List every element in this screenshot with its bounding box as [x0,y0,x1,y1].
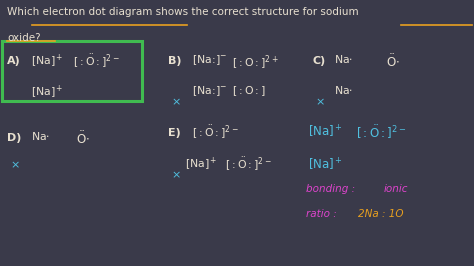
Text: $[\mathrm{Na}]^+$: $[\mathrm{Na}]^+$ [185,156,217,173]
Text: $\times$: $\times$ [315,97,325,107]
Text: $[\mathrm{Na}]^+$: $[\mathrm{Na}]^+$ [31,84,63,101]
Text: D): D) [7,133,21,143]
Text: $[\mathrm{Na\!:\!}]^{-}$: $[\mathrm{Na\!:\!}]^{-}$ [192,53,228,67]
Text: $[\mathrm{Na}]^+$: $[\mathrm{Na}]^+$ [308,157,343,173]
Text: C): C) [313,56,326,66]
Text: B): B) [168,56,182,66]
Text: $[\mathrm{Na}]^+$: $[\mathrm{Na}]^+$ [31,53,63,70]
Text: Na$\cdot$: Na$\cdot$ [334,84,353,96]
Text: ionic: ionic [384,184,409,194]
Text: $[\mathrm{Na\!:\!}]^{-}$: $[\mathrm{Na\!:\!}]^{-}$ [192,84,228,98]
Text: E): E) [168,128,181,138]
Text: $[:\ddot{\mathrm{O}}:]^{2-}$: $[:\ddot{\mathrm{O}}:]^{2-}$ [192,124,239,141]
Text: $\ddot{\mathrm{O}}\!\cdot$: $\ddot{\mathrm{O}}\!\cdot$ [76,130,90,147]
Text: Na$\cdot$: Na$\cdot$ [31,130,50,142]
Text: $\times$: $\times$ [171,97,181,107]
Text: oxide?: oxide? [7,33,41,43]
Text: $[:\mathrm{O}:]$: $[:\mathrm{O}:]$ [232,84,266,98]
Text: $[:\ddot{\mathrm{O}}:]^{2-}$: $[:\ddot{\mathrm{O}}:]^{2-}$ [356,124,406,141]
Text: A): A) [7,56,21,66]
Text: $[:\mathrm{O}:]^{2+}$: $[:\mathrm{O}:]^{2+}$ [232,53,279,72]
Text: $[:\ddot{\mathrm{O}}:]^{2-}$: $[:\ddot{\mathrm{O}}:]^{2-}$ [225,156,272,173]
Text: 2Na : 1O: 2Na : 1O [358,209,403,219]
Text: ratio :: ratio : [306,209,337,219]
Text: $[\mathrm{Na}]^+$: $[\mathrm{Na}]^+$ [308,124,343,140]
Text: $\times$: $\times$ [10,160,20,170]
Text: Which electron dot diagram shows the correct structure for sodium: Which electron dot diagram shows the cor… [7,7,359,17]
Text: $\ddot{\mathrm{O}}\!\cdot$: $\ddot{\mathrm{O}}\!\cdot$ [386,53,401,70]
Text: bonding :: bonding : [306,184,355,194]
Text: $[:\ddot{\mathrm{O}}:]^{2-}$: $[:\ddot{\mathrm{O}}:]^{2-}$ [73,53,120,70]
Text: $\times$: $\times$ [171,170,181,181]
Text: Na$\cdot$: Na$\cdot$ [334,53,353,65]
